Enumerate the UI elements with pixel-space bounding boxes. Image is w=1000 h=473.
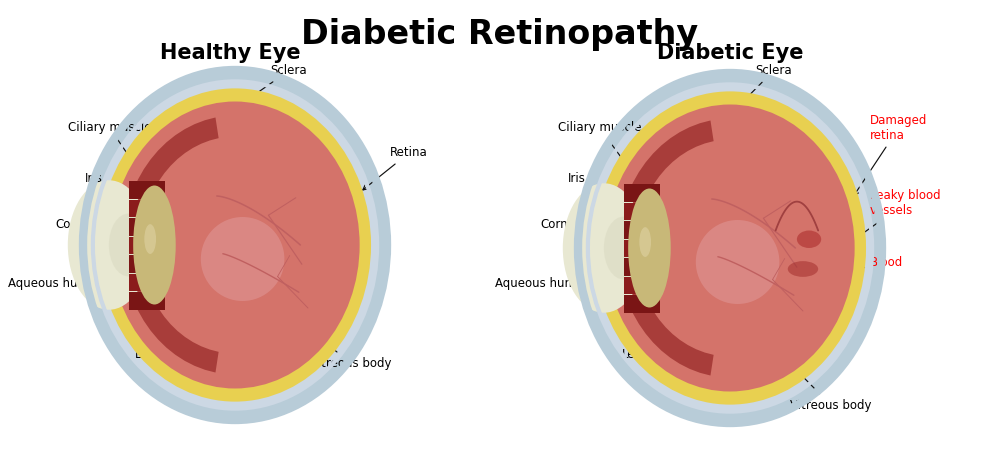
Ellipse shape [628, 189, 671, 307]
Text: Iris: Iris [85, 172, 145, 225]
Text: Ciliary muscle: Ciliary muscle [68, 122, 152, 185]
Ellipse shape [797, 230, 821, 248]
FancyBboxPatch shape [129, 292, 165, 310]
Text: Iris: Iris [568, 172, 640, 228]
Ellipse shape [93, 81, 377, 409]
Polygon shape [618, 121, 714, 376]
Text: Retina: Retina [363, 147, 428, 190]
Text: Diabetic Retinopathy: Diabetic Retinopathy [301, 18, 699, 51]
Ellipse shape [133, 185, 176, 305]
Text: Sclera: Sclera [743, 64, 792, 102]
Ellipse shape [110, 102, 360, 388]
Text: Blood: Blood [853, 256, 903, 272]
Ellipse shape [109, 213, 148, 277]
Text: Vitreous body: Vitreous body [261, 291, 392, 369]
Ellipse shape [594, 91, 866, 404]
Text: Vitreous body: Vitreous body [748, 321, 872, 412]
Ellipse shape [788, 261, 818, 277]
FancyBboxPatch shape [624, 221, 660, 239]
FancyBboxPatch shape [624, 277, 660, 294]
FancyBboxPatch shape [129, 255, 165, 273]
Polygon shape [123, 117, 219, 373]
Text: Aqueous humor: Aqueous humor [495, 276, 616, 289]
Text: Damaged
retina: Damaged retina [854, 114, 927, 195]
FancyBboxPatch shape [624, 202, 660, 220]
Ellipse shape [604, 217, 643, 280]
Text: Healthy Eye: Healthy Eye [160, 43, 300, 63]
FancyBboxPatch shape [624, 240, 660, 257]
FancyBboxPatch shape [129, 181, 165, 199]
Text: Diabetic Eye: Diabetic Eye [657, 43, 803, 63]
Text: Lens: Lens [134, 298, 162, 361]
FancyBboxPatch shape [129, 200, 165, 217]
Ellipse shape [639, 227, 651, 257]
FancyBboxPatch shape [129, 236, 165, 254]
Ellipse shape [144, 224, 156, 254]
Text: Cornea: Cornea [540, 219, 592, 238]
FancyBboxPatch shape [129, 218, 165, 236]
Ellipse shape [578, 73, 882, 423]
Ellipse shape [99, 88, 371, 402]
Ellipse shape [83, 70, 387, 420]
FancyBboxPatch shape [624, 295, 660, 313]
Ellipse shape [563, 183, 645, 313]
Text: Lens: Lens [621, 301, 651, 361]
Ellipse shape [605, 105, 855, 392]
Text: Sclera: Sclera [248, 64, 307, 99]
FancyBboxPatch shape [624, 258, 660, 276]
FancyBboxPatch shape [624, 184, 660, 202]
Text: Leaky blood
vessels: Leaky blood vessels [858, 189, 941, 237]
Text: Ciliary muscle: Ciliary muscle [558, 122, 644, 189]
Ellipse shape [68, 180, 150, 310]
Ellipse shape [696, 220, 779, 304]
Text: Cornea: Cornea [55, 219, 100, 236]
Ellipse shape [201, 217, 284, 301]
Ellipse shape [588, 84, 872, 412]
FancyBboxPatch shape [129, 274, 165, 291]
Text: Aqueous humor: Aqueous humor [8, 273, 121, 289]
